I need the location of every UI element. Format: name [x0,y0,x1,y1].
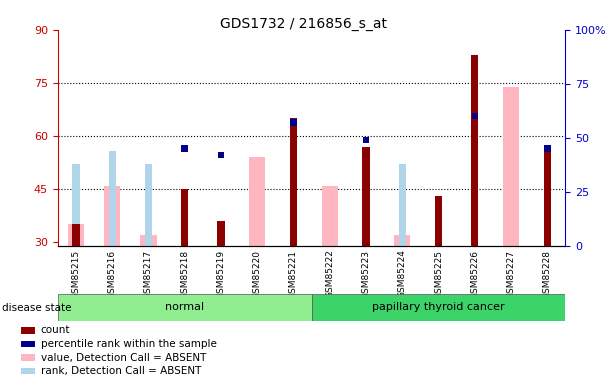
Bar [218,152,224,158]
Text: disease state: disease state [2,303,71,313]
Bar [21,354,35,361]
Text: GSM85228: GSM85228 [543,249,552,298]
Text: GSM85219: GSM85219 [216,249,226,298]
Bar [435,196,442,246]
Text: GSM85218: GSM85218 [180,249,189,298]
Bar [145,164,152,246]
Text: count: count [41,326,71,335]
Bar [21,368,35,375]
Bar [72,164,80,246]
Text: GSM85227: GSM85227 [506,249,516,298]
Bar [363,137,369,143]
Text: GDS1732 / 216856_s_at: GDS1732 / 216856_s_at [221,17,387,31]
Bar [181,189,188,246]
Bar [399,164,406,246]
Bar [290,120,297,126]
Text: GSM85225: GSM85225 [434,249,443,298]
Text: papillary thyroid cancer: papillary thyroid cancer [372,303,505,312]
Text: normal: normal [165,303,204,312]
Bar [322,186,338,246]
Text: GSM85220: GSM85220 [253,249,261,298]
Bar [21,327,35,334]
Bar [21,341,35,347]
Text: GSM85221: GSM85221 [289,249,298,298]
Bar [217,221,224,246]
Text: GSM85216: GSM85216 [108,249,117,298]
Text: GSM85215: GSM85215 [71,249,80,298]
Bar [72,224,80,246]
Text: GSM85222: GSM85222 [325,249,334,298]
Bar [249,157,265,246]
Text: GSM85226: GSM85226 [470,249,479,298]
Bar [58,294,311,321]
Text: GSM85224: GSM85224 [398,249,407,298]
Text: percentile rank within the sample: percentile rank within the sample [41,339,216,349]
Bar [290,118,297,246]
Text: rank, Detection Call = ABSENT: rank, Detection Call = ABSENT [41,366,201,375]
Bar [181,146,188,152]
Bar [67,224,84,246]
Bar [471,55,478,246]
Bar [544,150,551,246]
Bar [544,146,551,152]
Bar [394,235,410,246]
Bar [311,294,565,321]
Bar [472,113,478,120]
Bar [140,235,157,246]
Bar [104,186,120,246]
Text: value, Detection Call = ABSENT: value, Detection Call = ABSENT [41,352,206,363]
Bar [503,87,519,246]
Bar [108,151,116,246]
Text: GSM85223: GSM85223 [362,249,370,298]
Text: GSM85217: GSM85217 [144,249,153,298]
Bar [362,147,370,246]
